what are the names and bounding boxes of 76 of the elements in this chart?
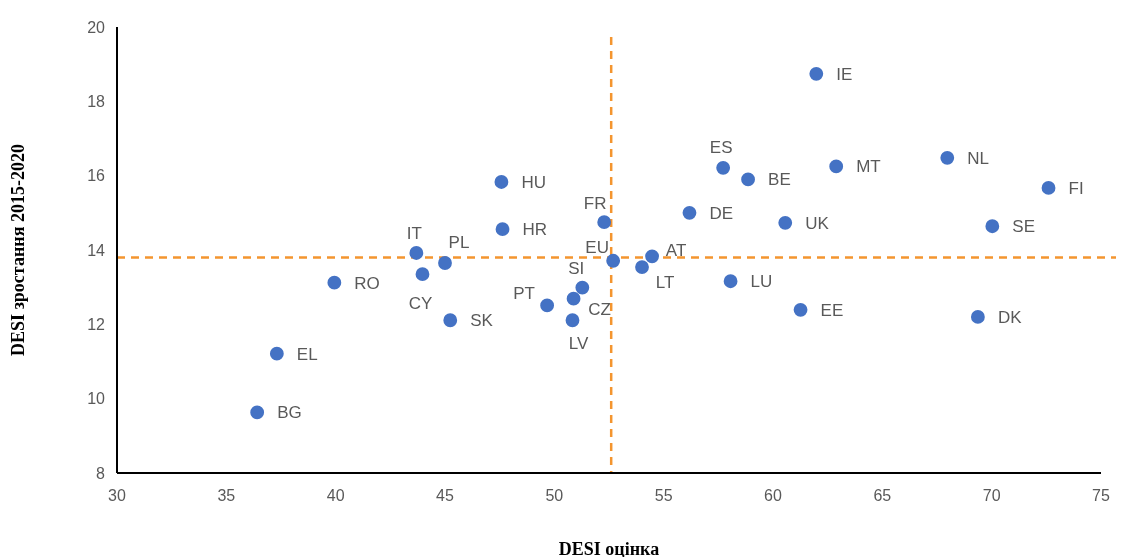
point: [793, 302, 808, 317]
y-tick-label: 10: [87, 390, 106, 408]
annotation: RO: [354, 273, 380, 293]
annotation: SI: [568, 259, 585, 279]
x-tick-label: 50: [545, 487, 564, 504]
annotation: MT: [856, 157, 881, 177]
annotation: NL: [967, 148, 990, 168]
point: [438, 256, 452, 270]
annotation: FR: [583, 194, 607, 214]
annotation: EE: [820, 300, 844, 320]
point: [495, 222, 510, 237]
point: [250, 405, 265, 420]
point: [327, 275, 342, 290]
y-axis-title: DESI зростання 2015-2020: [8, 144, 28, 356]
point: [741, 172, 755, 187]
point: [494, 175, 509, 189]
point: [409, 246, 424, 260]
point: [723, 274, 738, 289]
point: [575, 280, 590, 295]
point: [597, 215, 612, 230]
x-tick-label: 40: [326, 487, 345, 504]
y-tick-label: 16: [87, 167, 106, 185]
annotation: LT: [655, 273, 675, 293]
x-tick-label: 45: [436, 487, 454, 504]
point: [645, 249, 659, 264]
annotation: BE: [768, 170, 791, 190]
annotation: AT: [665, 241, 687, 261]
y-tick-label: 18: [87, 92, 106, 110]
annotation: DE: [709, 203, 734, 223]
annotation: DK: [997, 307, 1023, 327]
point: [635, 260, 649, 274]
point: [940, 150, 955, 165]
annotation: HR: [522, 220, 548, 240]
y-tick-label: 12: [87, 315, 106, 333]
x-tick-label: 65: [873, 487, 892, 504]
annotation: FI: [1068, 178, 1084, 198]
annotation: EL: [296, 344, 318, 364]
x-tick-label: 55: [654, 487, 673, 504]
point: [606, 253, 621, 268]
point: [443, 313, 458, 328]
point: [809, 66, 824, 81]
y-tick-label: 20: [87, 18, 106, 36]
point: [970, 310, 985, 324]
annotation: LV: [568, 334, 589, 354]
point: [415, 267, 430, 282]
annotation: SE: [1012, 217, 1036, 237]
point: [565, 313, 580, 328]
x-tick-label: 35: [217, 487, 236, 504]
y-tick-label: 14: [87, 241, 106, 259]
annotation: PL: [448, 232, 470, 252]
x-tick-label: 70: [982, 487, 1001, 504]
point: [1041, 181, 1056, 195]
point: [716, 160, 731, 175]
y-tick-label: 8: [96, 464, 106, 482]
annotation: IT: [406, 223, 422, 243]
annotation: SK: [470, 311, 494, 331]
annotation: UK: [805, 213, 830, 233]
annotation: IE: [836, 64, 853, 84]
point: [682, 205, 697, 220]
annotation: EU: [585, 237, 609, 257]
x-tick-label: 60: [764, 487, 782, 504]
point: [269, 346, 284, 361]
annotation: ES: [709, 137, 733, 157]
annotation: LU: [750, 272, 773, 292]
annotation: HU: [521, 172, 546, 192]
point: [778, 215, 793, 230]
annotation: PT: [513, 284, 535, 304]
x-tick-label: 30: [108, 487, 126, 504]
annotation: BG: [277, 403, 302, 423]
point: [985, 219, 1000, 234]
x-tick-label: 75: [1092, 487, 1110, 504]
point: [540, 298, 555, 313]
annotation: CY: [408, 294, 433, 314]
point: [829, 159, 844, 174]
annotation: CZ: [588, 299, 611, 319]
point: [566, 291, 581, 306]
